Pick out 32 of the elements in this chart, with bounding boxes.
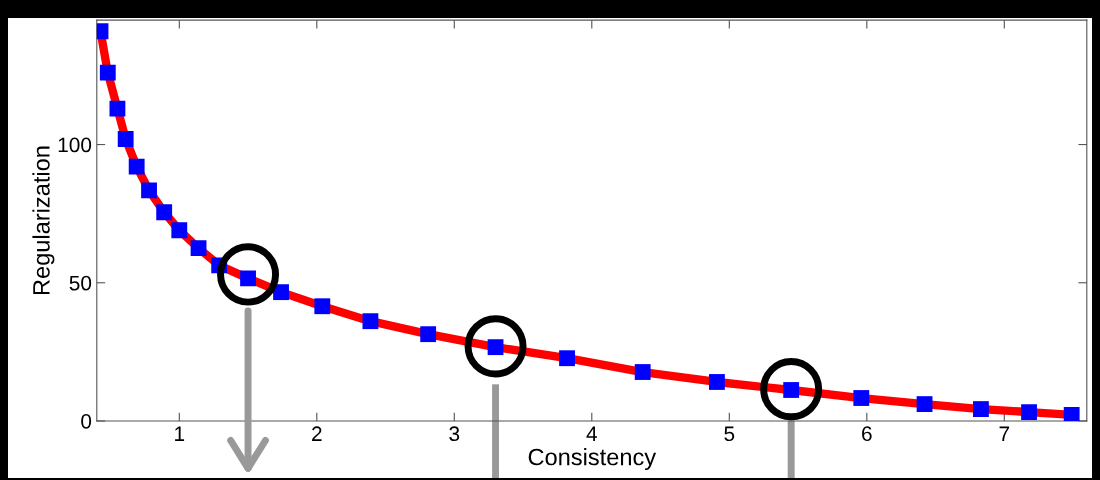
point [109,100,126,117]
y-tick-label: 50 [69,275,92,291]
x-tick-label: 3 [449,426,460,442]
point [314,298,331,315]
x-tick-label: 7 [999,426,1010,441]
point [117,131,134,147]
point [99,64,116,81]
x-tick-label: 2 [312,426,322,441]
point [916,396,933,413]
x-tick-label: 6 [862,426,872,442]
point [559,350,575,367]
y-tick-label: 100 [58,137,92,153]
point [1063,406,1080,421]
point [128,158,145,175]
point [973,401,989,417]
x-tick-label: 5 [724,426,735,442]
point [190,240,207,257]
x-axis-title: Consistency [528,448,657,471]
point [362,313,379,330]
point [273,284,289,301]
x-tick-label: 4 [586,426,597,441]
point [141,182,157,199]
y-tick-label: 0 [81,413,92,429]
x-tick-label: 1 [175,426,185,441]
y-axis-title: Regularization [32,146,55,295]
point [1021,404,1037,421]
point [634,364,651,380]
point [156,204,173,221]
point [171,222,188,239]
point [420,326,437,343]
point [853,390,870,406]
point [709,374,725,390]
